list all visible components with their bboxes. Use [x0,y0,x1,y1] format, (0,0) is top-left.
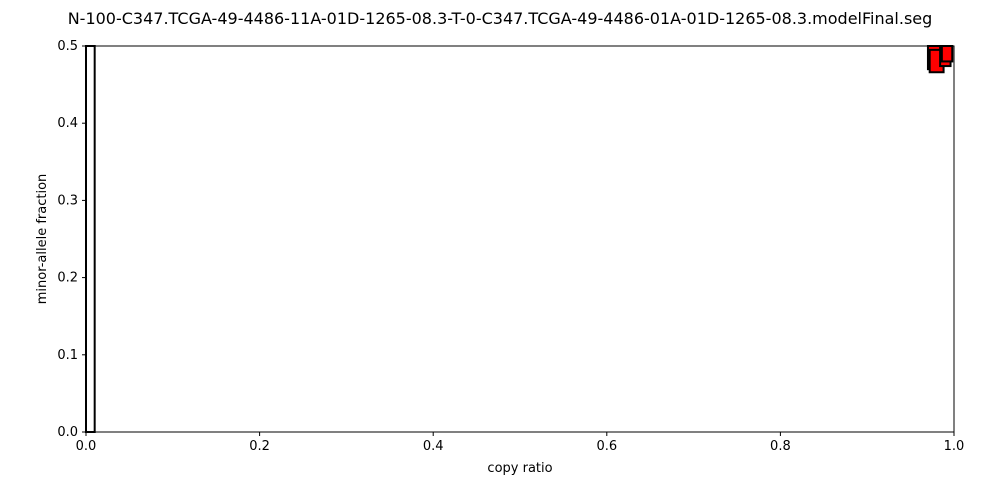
y-tick-label: 0.3 [57,193,78,208]
x-axis: 0.0 0.2 0.4 0.6 0.8 1.0 [76,432,965,454]
x-tick-label: 1.0 [944,439,965,454]
segment-marker-4 [940,45,954,63]
y-tick-label: 0.5 [57,39,78,54]
y-tick-label: 0.1 [57,348,78,363]
segment-marker-0 [85,45,96,433]
y-tick-label: 0.2 [57,271,78,286]
x-tick-label: 0.4 [423,439,444,454]
x-tick-label: 0.0 [76,439,97,454]
x-axis-label: copy ratio [487,461,552,476]
x-tick-label: 0.2 [249,439,270,454]
x-tick-label: 0.8 [770,439,791,454]
plot-frame [85,45,955,433]
chart-title: N-100-C347.TCGA-49-4486-11A-01D-1265-08.… [68,9,933,28]
y-axis-label: minor-allele fraction [35,174,50,305]
y-tick-label: 0.4 [57,116,78,131]
y-tick-label: 0.0 [57,425,78,440]
plot-area [85,45,954,433]
y-axis: 0.0 0.1 0.2 0.3 0.4 0.5 [57,39,86,440]
x-tick-label: 0.6 [596,439,617,454]
